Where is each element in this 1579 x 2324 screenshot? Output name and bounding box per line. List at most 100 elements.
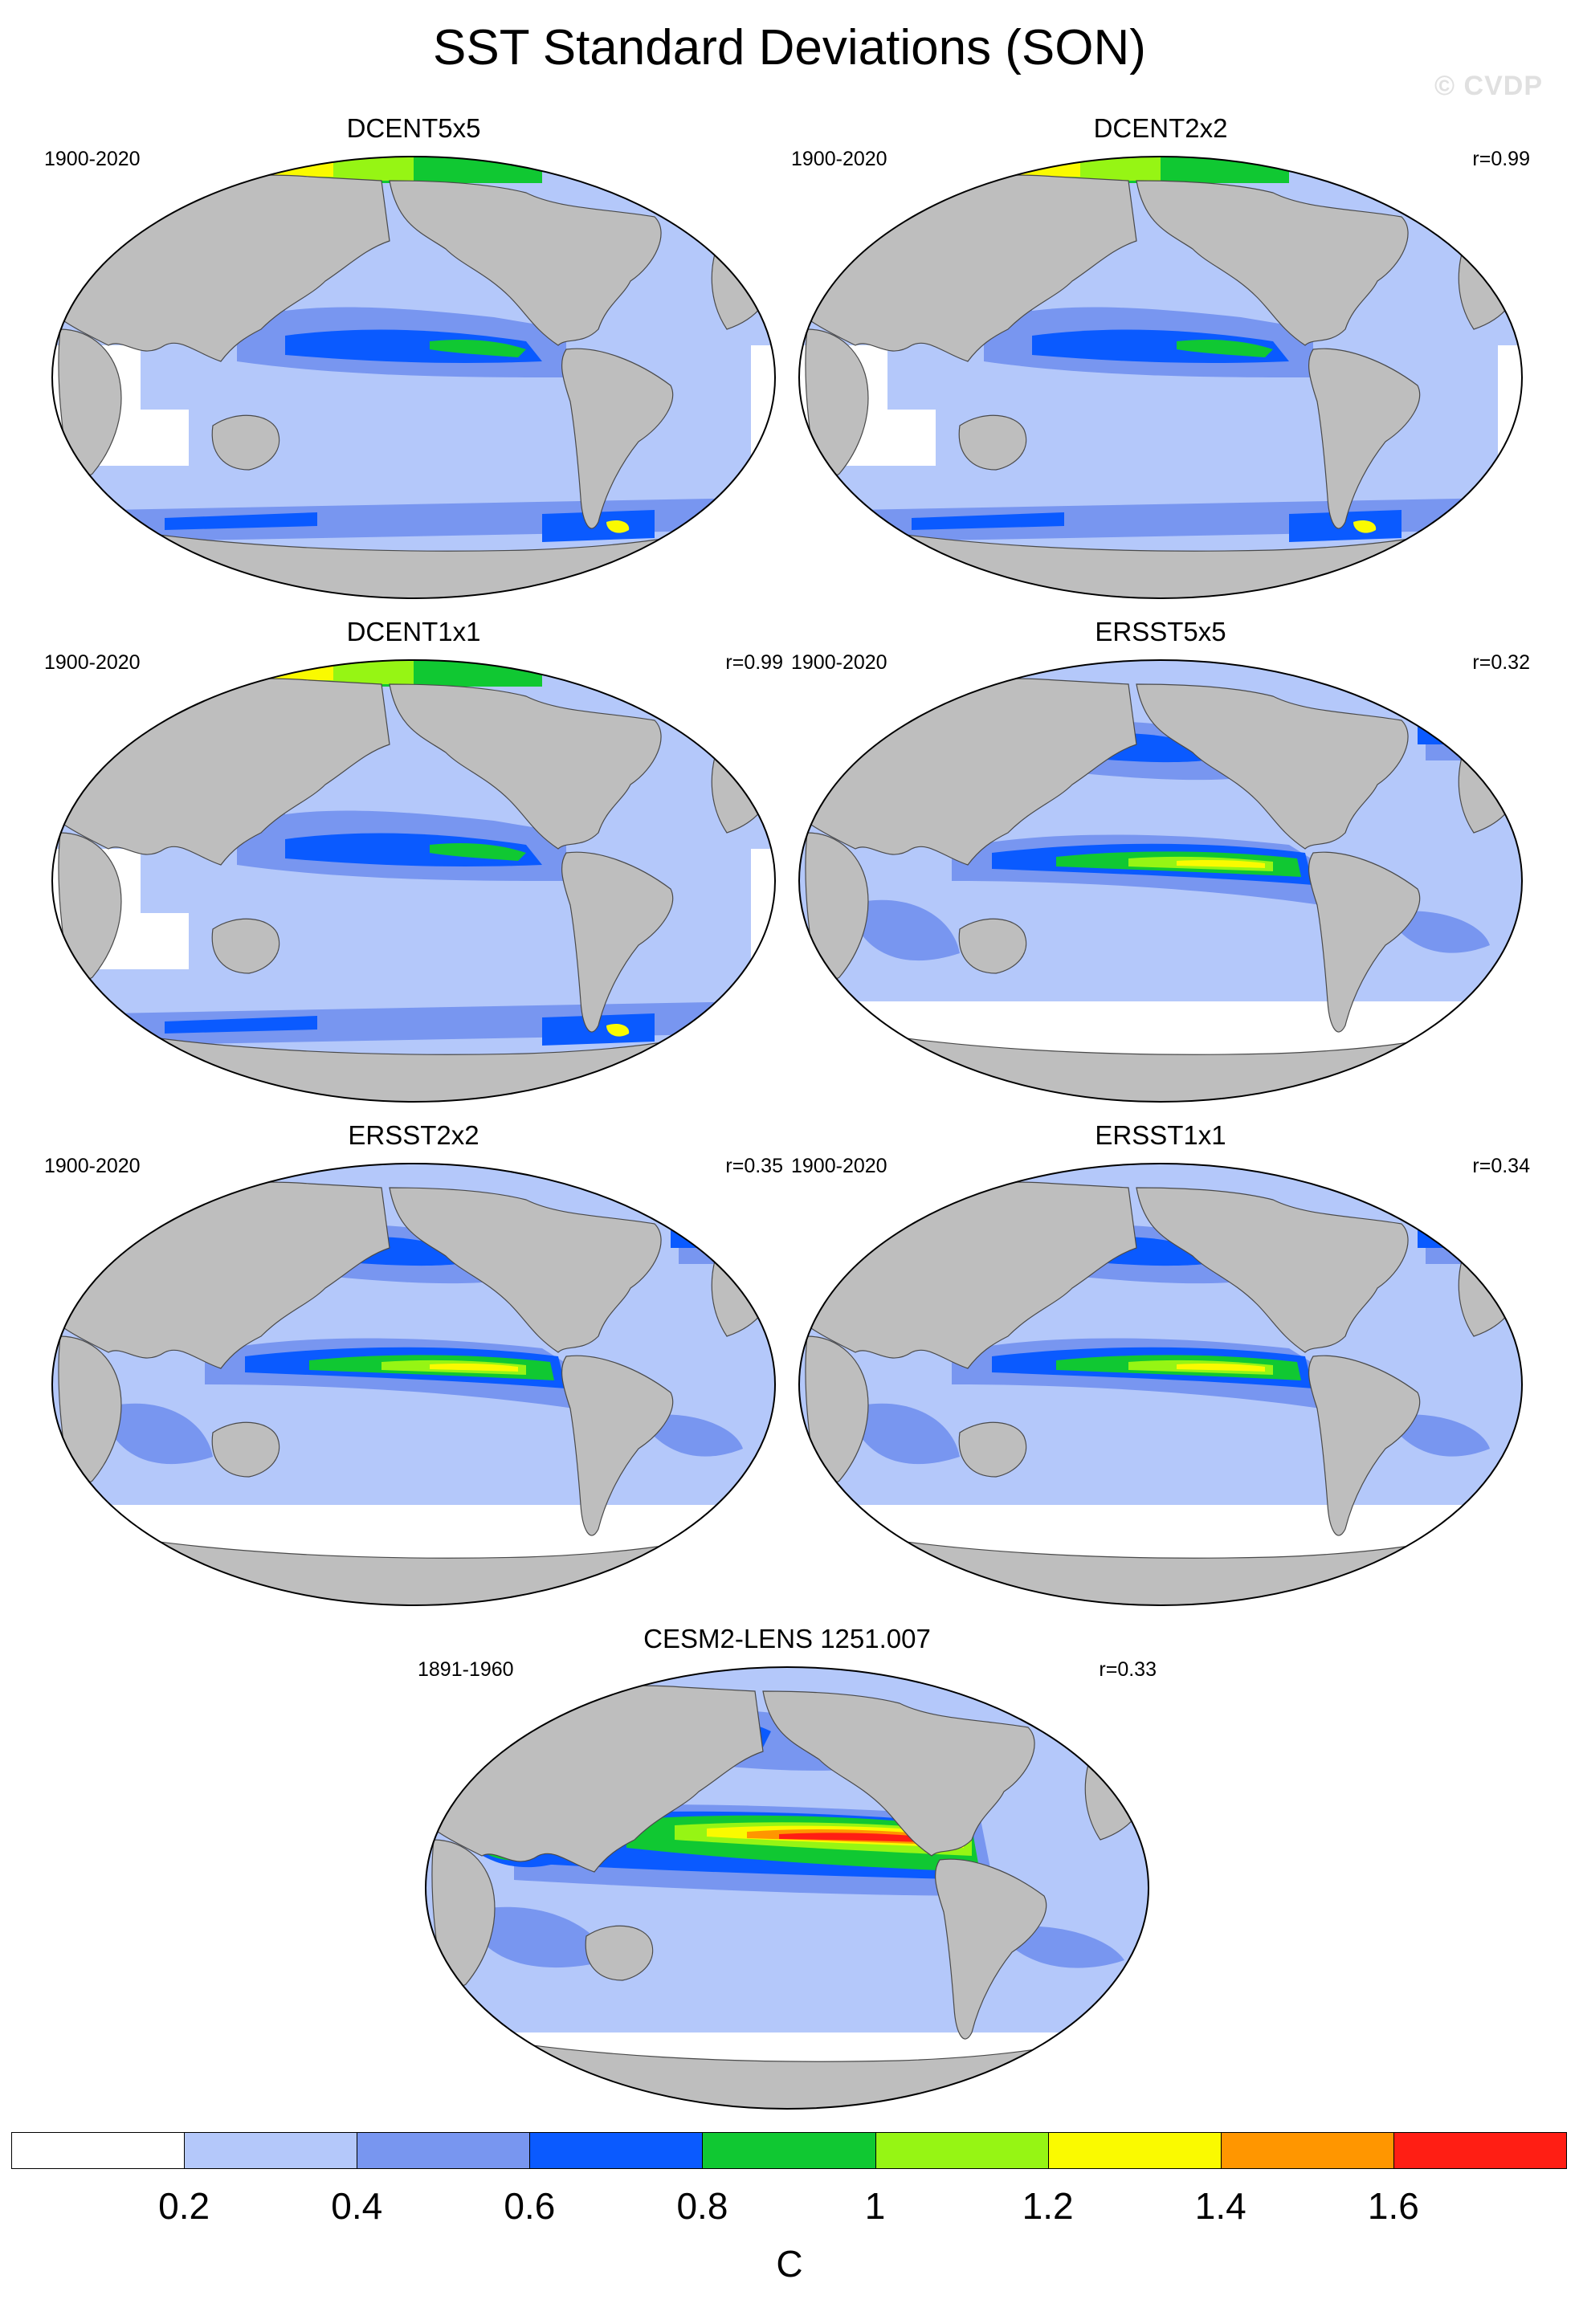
sst-contour-region: [165, 512, 317, 530]
landmass-europe-east: [711, 1245, 775, 1337]
panel-years: 1900-2020: [791, 148, 887, 170]
colorbar-tick-label: 0.2: [158, 2185, 210, 2227]
landmass-africa: [805, 328, 869, 477]
landmass-africa: [805, 1335, 869, 1484]
colorbar-tick-label: 0.6: [504, 2185, 556, 2227]
sst-map: [51, 1163, 776, 1606]
landmass-europe-east: [1458, 1245, 1522, 1337]
colorbar-tick-label: 0.8: [676, 2185, 728, 2227]
sst-contour-region: [1385, 1414, 1490, 1457]
panel-title: DCENT2x2: [1093, 113, 1228, 143]
sst-contour-region: [1177, 860, 1265, 868]
colorbar-swatch: [357, 2132, 531, 2169]
globe: [52, 157, 775, 598]
panel-years: 1900-2020: [44, 651, 141, 674]
watermark: © CVDP: [1434, 71, 1543, 101]
sst-map: [798, 1163, 1523, 1606]
landmass-south-america: [1308, 851, 1421, 1033]
sst-contour-region: [952, 157, 1080, 177]
sst-contour-region: [1177, 1364, 1265, 1372]
panel-ersst2x2: ERSST2x2 1900-2020 r=0.35: [44, 1119, 783, 1609]
panel-correlation: r=0.34: [1472, 1155, 1530, 1177]
sst-contour-region: [606, 520, 630, 533]
landmass-australia: [585, 1925, 654, 1981]
landmass-north-america: [762, 1690, 1035, 1857]
globe: [799, 157, 1522, 598]
sst-contour-region: [100, 1403, 213, 1465]
colorbar-swatch: [11, 2132, 186, 2169]
panel-correlation: r=0.99: [1472, 148, 1530, 170]
colorbar-swatch: [1220, 2132, 1394, 2169]
panel-years: 1900-2020: [791, 651, 887, 674]
sst-contour-region: [912, 512, 1064, 530]
landmass-north-america: [1136, 1187, 1409, 1353]
panel-ersst5x5: ERSST5x5 1900-2020 r=0.32: [791, 616, 1530, 1106]
colorbar-swatch: [702, 2132, 876, 2169]
colorbar-tick-label: 0.4: [331, 2185, 383, 2227]
landmass-greenland: [651, 1183, 728, 1229]
panel-dcent1x1: DCENT1x1 1900-2020 r=0.99: [44, 616, 783, 1106]
landmass-greenland: [651, 176, 728, 222]
missing-data-region: [1498, 345, 1522, 466]
panel-years: 1891-1960: [418, 1658, 514, 1681]
colorbar-swatch: [1047, 2132, 1222, 2169]
landmass-greenland: [1397, 1183, 1475, 1229]
colorbar-swatch: [1393, 2132, 1567, 2169]
sst-contour-region: [205, 157, 333, 177]
sst-map: [51, 659, 776, 1103]
landmass-africa: [805, 832, 869, 981]
landmass-australia: [958, 1421, 1027, 1478]
landmass-australia: [211, 1421, 280, 1478]
sst-map: [51, 156, 776, 599]
sst-contour-region: [1289, 510, 1402, 542]
landmass-south-america: [935, 1858, 1047, 2040]
colorbar-tick-label: 1.6: [1367, 2185, 1419, 2227]
landmass-africa: [58, 832, 122, 981]
globe-outline: [425, 1666, 1149, 2110]
panel-correlation: r=0.32: [1472, 651, 1530, 674]
landmass-africa: [58, 1335, 122, 1484]
landmass-europe-east: [1458, 741, 1522, 834]
colorbar-unit: C: [776, 2243, 803, 2285]
panel-years: 1900-2020: [791, 1155, 887, 1177]
landmass-north-america: [389, 1187, 662, 1353]
panel-dcent5x5: DCENT5x5 1900-2020: [44, 112, 783, 602]
sst-map: [798, 659, 1523, 1103]
sst-contour-region: [285, 329, 542, 364]
panel-correlation: r=0.33: [1099, 1658, 1157, 1681]
sst-contour-region: [1385, 911, 1490, 953]
landmass-greenland: [1397, 679, 1475, 725]
landmass-south-america: [561, 348, 674, 529]
panel-cesm2: CESM2-LENS 1251.007 1891-1960 r=0.33: [418, 1623, 1157, 2113]
panel-correlation: r=0.35: [725, 1155, 783, 1177]
panel-years: 1900-2020: [44, 148, 141, 170]
landmass-north-america: [1136, 683, 1409, 850]
panel-title: ERSST5x5: [1095, 617, 1226, 646]
sst-contour-region: [430, 1364, 518, 1372]
colorbar-tick-label: 1: [864, 2185, 886, 2227]
sst-map: [798, 156, 1523, 599]
colorbar-swatch: [529, 2132, 704, 2169]
sst-contour-region: [1177, 340, 1273, 357]
landmass-africa: [58, 328, 122, 477]
globe-outline: [798, 659, 1523, 1103]
landmass-europe-east: [711, 238, 775, 330]
globe: [52, 1164, 775, 1605]
colorbar-swatch: [875, 2132, 1049, 2169]
sst-contour-region: [1032, 329, 1289, 364]
panel-ersst1x1: ERSST1x1 1900-2020 r=0.34: [791, 1119, 1530, 1609]
globe: [799, 660, 1522, 1102]
sst-contour-region: [430, 340, 526, 357]
figure-title: SST Standard Deviations (SON): [433, 20, 1146, 75]
landmass-north-america: [1136, 180, 1409, 346]
landmass-greenland: [1024, 1686, 1101, 1732]
sst-contour-region: [466, 1906, 610, 1968]
landmass-north-america: [389, 180, 662, 346]
landmass-australia: [958, 918, 1027, 974]
panel-dcent2x2: DCENT2x2 1900-2020 r=0.99: [791, 112, 1530, 602]
landmass-greenland: [1397, 176, 1475, 222]
globe-outline: [51, 156, 776, 599]
sst-contour-region: [542, 510, 655, 542]
panel-title: ERSST1x1: [1095, 1120, 1226, 1150]
panel-correlation: r=0.99: [725, 651, 783, 674]
